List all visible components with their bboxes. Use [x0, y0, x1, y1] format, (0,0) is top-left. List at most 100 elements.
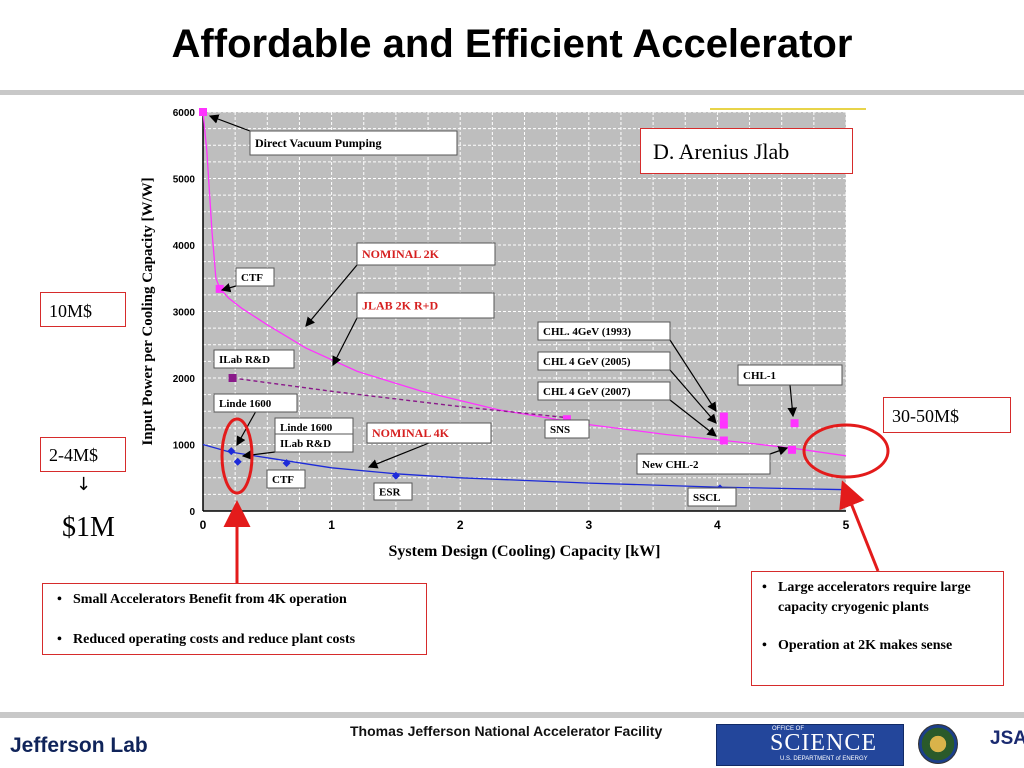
- accent-line: [710, 108, 866, 110]
- bullet-item: Large accelerators require large capacit…: [760, 578, 995, 618]
- down-arrow-icon: ↓: [76, 474, 92, 495]
- cost-label-30-50m: 30-50M$: [883, 397, 1011, 433]
- callout-arrow: [305, 264, 358, 327]
- large-accelerator-notes: Large accelerators require large capacit…: [751, 571, 1004, 686]
- callout-arrow: [669, 339, 717, 413]
- y-tick-label: 0: [189, 507, 195, 518]
- x-tick-label: 2: [457, 518, 464, 532]
- callout-label: JLAB 2K R+D: [362, 299, 439, 313]
- callout-box: [737, 364, 843, 386]
- callout-label: SNS: [550, 424, 570, 436]
- highlights: [220, 417, 890, 583]
- jsa-logo: JSA: [990, 728, 1024, 749]
- y-tick-label: 2000: [173, 374, 196, 385]
- small-accelerator-notes: Small Accelerators Benefit from 4K opera…: [42, 583, 427, 655]
- data-point: [790, 419, 799, 428]
- y-tick-label: 4000: [173, 241, 196, 252]
- footer-divider: [0, 712, 1024, 718]
- callout-box: [356, 292, 495, 319]
- callout-label: Linde 1600: [280, 422, 333, 434]
- author-note: D. Arenius Jlab: [640, 128, 853, 174]
- data-point: [719, 436, 728, 445]
- jefferson-lab-logo: Jefferson Lab: [10, 734, 148, 757]
- x-tick-label: 0: [200, 518, 207, 532]
- data-point: [391, 471, 400, 480]
- callout-label: ESR: [379, 487, 401, 499]
- callout-box: [249, 130, 458, 156]
- callout-label: NOMINAL 4K: [372, 426, 450, 440]
- x-axis-label: System Design (Cooling) Capacity [kW]: [389, 543, 661, 560]
- callout-box: [266, 469, 306, 489]
- callout-box: [544, 419, 590, 439]
- bullet-item: Small Accelerators Benefit from 4K opera…: [55, 590, 418, 610]
- callout-box: [537, 381, 671, 401]
- series-line: [232, 377, 570, 419]
- footer-institution: Thomas Jefferson National Accelerator Fa…: [350, 723, 663, 739]
- callouts: Direct Vacuum Pumping CTF NOMINAL 2K JLAB 2…: [208, 114, 843, 507]
- callout-label: ILab R&D: [219, 354, 270, 366]
- callout-box: [213, 349, 295, 369]
- callout-arrow: [669, 399, 717, 437]
- callout-label: SSCL: [693, 492, 721, 504]
- callout-label: New CHL-2: [642, 459, 699, 471]
- callout-box: [537, 321, 671, 341]
- bullet-item: Operation at 2K makes sense: [760, 636, 995, 656]
- callout-box: [235, 267, 275, 287]
- callout-label: NOMINAL 2K: [362, 247, 440, 261]
- y-tick-label: 5000: [173, 175, 196, 186]
- callout-box: [213, 393, 298, 413]
- axes: 0 1 2 3 4 5 0 1000 2000 3000 4000 5000 6000 System De…: [140, 108, 850, 560]
- y-axis-label: Input Power per Cooling Capacity [W/W]: [140, 177, 156, 445]
- science-logo-text: SCIENCE: [770, 730, 878, 756]
- callout-box: [687, 487, 737, 507]
- callout-arrow: [208, 114, 251, 132]
- callout-label: CHL. 4GeV (1993): [543, 326, 631, 338]
- data-point: [227, 447, 236, 456]
- data-point: [215, 284, 224, 293]
- callout-label: CHL-1: [743, 370, 776, 382]
- doe-science-logo: [716, 724, 904, 766]
- data-point: [719, 412, 728, 421]
- data-point: [282, 459, 291, 468]
- callout-arrow: [669, 369, 717, 424]
- callout-arrow: [332, 317, 358, 367]
- doe-seal-icon: [918, 724, 958, 764]
- cost-label-10m: 10M$: [40, 292, 126, 327]
- callout-label: Direct Vacuum Pumping: [255, 136, 381, 150]
- callout-box: [636, 453, 771, 475]
- x-tick-label: 1: [328, 518, 335, 532]
- slide-title: Affordable and Efficient Accelerator: [171, 22, 853, 66]
- title-divider: [0, 90, 1024, 95]
- science-logo-office: OFFICE OF: [772, 726, 804, 732]
- data-point: [787, 445, 796, 454]
- callout-label: CHL 4 GeV (2007): [543, 386, 631, 398]
- y-tick-label: 3000: [173, 308, 196, 319]
- callout-arrow: [367, 442, 430, 469]
- cost-label-2-4m: 2-4M$: [40, 437, 126, 472]
- callout-arrow: [787, 384, 797, 418]
- data-point: [199, 108, 207, 116]
- callout-arrow: [241, 450, 276, 460]
- callout-box: [537, 351, 671, 371]
- callout-label: CHL 4 GeV (2005): [543, 356, 631, 368]
- callout-box: [356, 242, 496, 266]
- x-tick-label: 4: [714, 518, 721, 532]
- callout-arrow: [220, 283, 237, 293]
- cost-label-1m: $1M: [62, 512, 115, 543]
- callout-box: [366, 422, 492, 444]
- y-tick-label: 6000: [173, 108, 196, 119]
- callout-label: CTF: [241, 272, 263, 284]
- x-tick-label: 5: [843, 518, 850, 532]
- callout-label: CTF: [272, 474, 294, 486]
- data-point: [228, 374, 237, 382]
- bullet-item: Reduced operating costs and reduce plant…: [55, 630, 418, 650]
- callout-box: [373, 482, 413, 501]
- callout-label: Linde 1600: [219, 398, 272, 410]
- data-point: [562, 415, 571, 424]
- large-accelerator-pointer: [839, 480, 880, 572]
- large-accelerator-highlight: [802, 423, 890, 479]
- callout-label: ILab R&D: [280, 438, 331, 450]
- series-line: [202, 111, 847, 457]
- data-point: [233, 457, 242, 466]
